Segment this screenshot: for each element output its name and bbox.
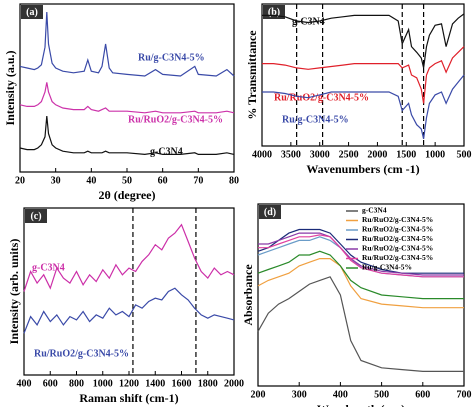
x-tick-label: 400 — [333, 389, 348, 400]
plot-frame — [257, 203, 465, 387]
panel-label-box — [259, 205, 281, 219]
x-tick-label: 4000 — [252, 149, 272, 160]
x-tick-label: 800 — [69, 378, 84, 389]
x-tick-label: 50 — [122, 175, 132, 186]
x-tick-label: 3000 — [310, 149, 330, 160]
legend-label: Ru/RuO2/g-C3N4-5% — [362, 244, 433, 253]
panel-label: (d) — [264, 207, 276, 218]
series-label: g-C3N4 — [150, 146, 183, 157]
legend-label: Ru/RuO2/g-C3N4-5% — [362, 253, 433, 262]
x-tick-label: 1500 — [396, 149, 416, 160]
series-line — [19, 115, 235, 156]
series-line — [257, 228, 464, 274]
series-label: Ru/g-C3N4-5% — [138, 52, 205, 63]
series-label: g-C3N4 — [292, 16, 325, 27]
x-tick-label: 1600 — [172, 378, 192, 389]
series-line — [257, 258, 464, 309]
series-label: Ru/RuO2/g-C3N4-5% — [128, 114, 223, 125]
panel-label: (c) — [30, 211, 41, 222]
y-axis-label: % Transmittance — [245, 30, 259, 120]
x-axis-label: Wavenumbers (cm -1) — [306, 162, 419, 176]
x-tick-label: 1200 — [119, 378, 139, 389]
series-label: Ru/g-C3N4-5% — [282, 114, 349, 125]
x-tick-label: 30 — [51, 175, 61, 186]
x-axis-label: Raman shift (cm-1) — [79, 391, 178, 405]
x-tick-label: 400 — [17, 378, 32, 389]
x-tick-label: 500 — [457, 149, 472, 160]
legend-label: g-C3N4 — [362, 206, 387, 215]
x-tick-label: 700 — [457, 389, 472, 400]
x-tick-label: 1000 — [425, 149, 445, 160]
series-line — [257, 250, 464, 300]
x-tick-label: 600 — [415, 389, 430, 400]
legend-label: Ru/RuO2/g-C3N4-5% — [362, 234, 433, 243]
x-tick-label: 1800 — [198, 378, 218, 389]
series-line — [19, 11, 235, 77]
series-line — [258, 234, 464, 278]
y-axis-label: Intensity (a.u.) — [3, 50, 17, 125]
series-line — [262, 13, 465, 69]
panel-label-box — [21, 5, 43, 19]
legend-label: Ru/g-C3N4-5% — [362, 263, 412, 272]
x-tick-label: 1000 — [93, 378, 113, 389]
x-tick-label: 600 — [43, 378, 58, 389]
panel-label-box — [25, 209, 47, 223]
x-tick-label: 500 — [374, 389, 389, 400]
legend-label: Ru/RuO2/g-C3N4-5% — [362, 225, 433, 234]
x-tick-label: 1400 — [145, 378, 165, 389]
series-line — [262, 74, 465, 140]
series-line — [257, 276, 464, 372]
x-tick-label: 2500 — [339, 149, 359, 160]
x-axis-label: Wavelength (nm) — [317, 402, 405, 407]
x-tick-label: 2000 — [367, 149, 387, 160]
series-line — [23, 287, 235, 334]
x-tick-label: 2000 — [224, 378, 244, 389]
x-tick-label: 70 — [193, 175, 203, 186]
panel-label: (a) — [26, 7, 38, 18]
plot-frame — [19, 3, 235, 173]
x-tick-label: 40 — [86, 175, 96, 186]
y-axis-label: Intensity (arb. units) — [7, 239, 21, 345]
x-tick-label: 3500 — [281, 149, 301, 160]
series-label: Ru/RuO2/g-C3N4-5% — [34, 348, 129, 359]
x-tick-label: 200 — [251, 389, 266, 400]
series-line — [262, 46, 465, 104]
series-line — [19, 82, 235, 114]
series-label: Ru/RuO2/g-C3N4-5% — [274, 92, 369, 103]
x-tick-label: 80 — [229, 175, 239, 186]
panel-label: (b) — [268, 7, 280, 18]
x-tick-label: 300 — [292, 389, 307, 400]
series-line — [23, 223, 235, 292]
x-tick-label: 60 — [158, 175, 168, 186]
x-axis-label: 2θ (degree) — [98, 188, 155, 202]
y-axis-label: Absorbance — [241, 264, 255, 326]
legend-label: Ru/RuO2/g-C3N4-5% — [362, 215, 433, 224]
series-label: g-C3N4 — [32, 262, 65, 273]
x-tick-label: 20 — [15, 175, 25, 186]
